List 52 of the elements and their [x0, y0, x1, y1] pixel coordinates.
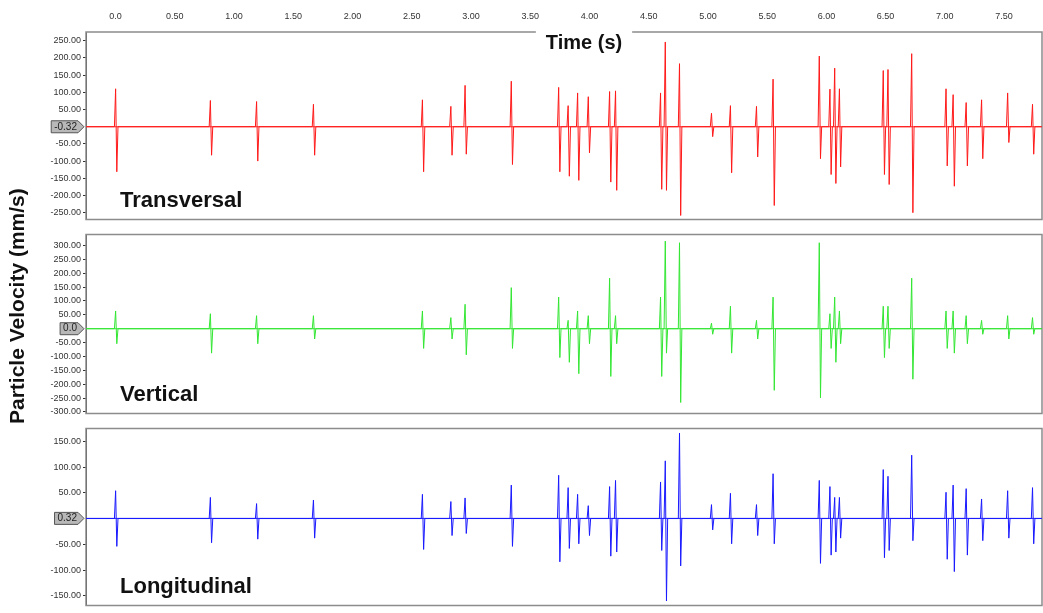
- y-tick-label: -250.00: [50, 207, 81, 218]
- series-label: Vertical: [120, 380, 199, 406]
- y-tick-label: 250.00: [53, 253, 81, 264]
- x-tick-label: 2.50: [403, 11, 421, 22]
- y-tick-label: 150.00: [53, 281, 81, 292]
- y-tick-label: 200.00: [53, 267, 81, 278]
- x-tick-label: 1.50: [284, 11, 303, 22]
- y-tick-label: 250.00: [53, 35, 81, 46]
- y-tick-label: 150.00: [53, 435, 81, 446]
- x-tick-label: 7.00: [936, 11, 954, 22]
- y-tick-label: -250.00: [50, 392, 81, 403]
- ref-line-label: -0.32: [54, 120, 78, 132]
- x-tick-label: 6.50: [876, 11, 895, 22]
- y-tick-label: 200.00: [53, 52, 81, 63]
- y-tick-label: -200.00: [50, 378, 81, 389]
- y-tick-label: 50.00: [58, 309, 81, 320]
- x-tick-label: 1.00: [225, 11, 243, 22]
- y-tick-label: -50.00: [55, 538, 81, 549]
- y-tick-label: -50.00: [55, 337, 81, 348]
- y-tick-label: 300.00: [53, 239, 81, 250]
- ref-line-label: 0.32: [57, 512, 78, 524]
- x-tick-label: 3.00: [462, 11, 480, 22]
- y-tick-label: -300.00: [50, 406, 81, 417]
- x-tick-label: 0.50: [166, 11, 184, 22]
- y-axis-title: Particle Velocity (mm/s): [4, 187, 29, 427]
- y-tick-label: 100.00: [53, 86, 81, 97]
- y-tick-label: 100.00: [53, 295, 81, 306]
- x-tick-label: 6.00: [817, 11, 836, 22]
- series-label: Longitudinal: [120, 572, 252, 598]
- x-tick-label: 2.00: [343, 11, 362, 22]
- x-tick-label: 5.50: [758, 11, 776, 22]
- y-tick-label: 50.00: [58, 487, 81, 498]
- y-tick-label: -150.00: [50, 590, 81, 601]
- series-label: Transversal: [120, 186, 243, 212]
- y-tick-label: -100.00: [50, 155, 81, 166]
- x-axis-title: Time (s): [545, 30, 623, 53]
- x-tick-label: 5.00: [699, 11, 717, 22]
- y-tick-label: -150.00: [50, 364, 81, 375]
- y-tick-label: 150.00: [53, 69, 81, 80]
- x-tick-label: 4.00: [580, 11, 599, 22]
- y-tick-label: 100.00: [53, 461, 81, 472]
- y-tick-label: -150.00: [50, 172, 81, 183]
- ref-line-label: 0.0: [63, 322, 78, 334]
- y-tick-label: -100.00: [50, 564, 81, 575]
- x-tick-label: 7.50: [995, 11, 1013, 22]
- x-tick-label: 0.0: [109, 11, 122, 22]
- y-tick-label: -50.00: [55, 138, 81, 149]
- x-tick-label: 3.50: [521, 11, 539, 22]
- y-tick-label: -200.00: [50, 189, 81, 200]
- x-tick-label: 4.50: [639, 11, 658, 22]
- y-tick-label: -100.00: [50, 350, 81, 361]
- y-tick-label: 50.00: [58, 103, 81, 114]
